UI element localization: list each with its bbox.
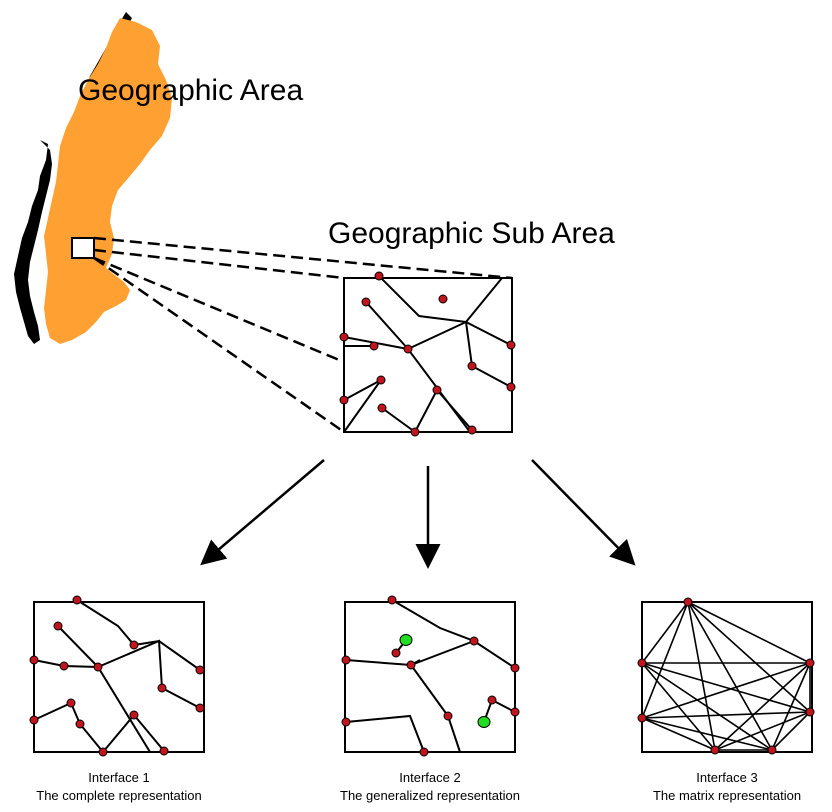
interface-2-title: Interface 2 <box>399 770 460 785</box>
interface-3-subtitle: The matrix representation <box>653 788 801 803</box>
sub-area-network <box>340 272 515 436</box>
sub-area-marker <box>72 238 94 258</box>
interface-1-subtitle: The complete representation <box>36 788 201 803</box>
interface-2-subtitle: The generalized representation <box>340 788 520 803</box>
geographic-sub-area-label: Geographic Sub Area <box>328 217 615 250</box>
geographic-area-label: Geographic Area <box>78 74 303 107</box>
interface-1-network <box>30 596 204 756</box>
arrows <box>204 460 632 564</box>
interface-3-title: Interface 3 <box>696 770 757 785</box>
interface-2-network <box>342 596 519 756</box>
interface-3-network <box>638 598 814 754</box>
geographic-area-map <box>44 18 172 344</box>
interface-1-title: Interface 1 <box>88 770 149 785</box>
